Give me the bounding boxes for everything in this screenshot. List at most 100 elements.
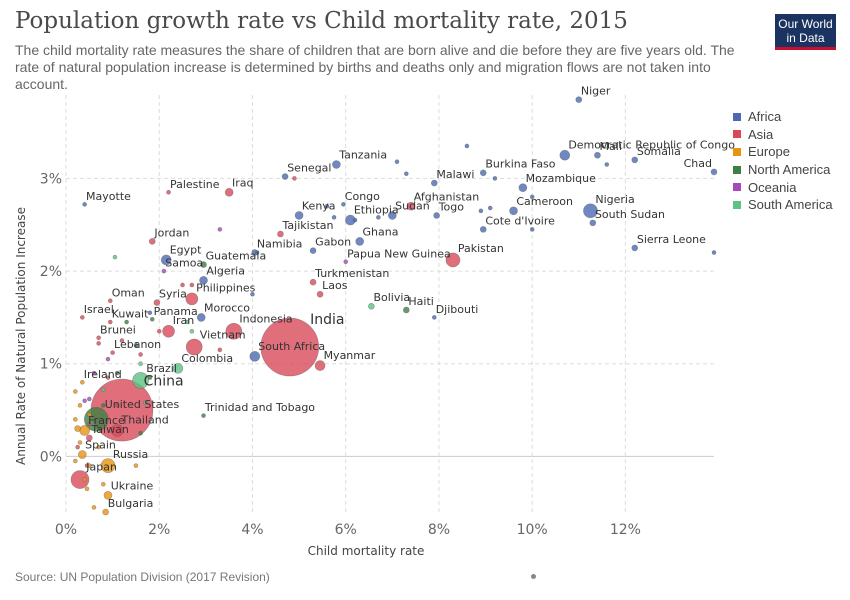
data-point[interactable] — [430, 179, 438, 187]
data-point[interactable] — [70, 470, 90, 489]
data-point[interactable] — [80, 379, 85, 385]
data-point[interactable] — [133, 342, 139, 348]
data-point[interactable] — [172, 363, 184, 374]
data-point[interactable] — [406, 201, 416, 211]
legend-item[interactable]: Europe — [733, 143, 833, 161]
data-point[interactable] — [200, 261, 207, 268]
data-point[interactable] — [103, 491, 113, 500]
data-point[interactable] — [132, 372, 149, 389]
data-point[interactable] — [100, 458, 116, 473]
data-point[interactable] — [75, 444, 80, 450]
data-point[interactable] — [87, 396, 92, 402]
data-point[interactable] — [394, 159, 400, 165]
data-point[interactable] — [189, 282, 195, 288]
data-point[interactable] — [112, 254, 118, 260]
data-point[interactable] — [100, 403, 106, 408]
data-point[interactable] — [388, 211, 397, 220]
data-point[interactable] — [309, 247, 317, 254]
data-point[interactable] — [224, 188, 234, 197]
data-point[interactable] — [368, 302, 375, 310]
data-point[interactable] — [74, 425, 81, 432]
data-point[interactable] — [559, 149, 571, 161]
data-point[interactable] — [249, 351, 261, 362]
data-point[interactable] — [80, 315, 85, 320]
data-point[interactable] — [124, 319, 129, 325]
data-point[interactable] — [100, 387, 106, 392]
legend-item[interactable]: South America — [733, 196, 833, 214]
data-point[interactable] — [292, 176, 297, 181]
timeline-dot[interactable] — [531, 574, 536, 579]
data-point[interactable] — [294, 211, 304, 220]
data-point[interactable] — [492, 176, 498, 181]
legend-item[interactable]: Africa — [733, 108, 833, 126]
data-point[interactable] — [138, 430, 143, 436]
data-point[interactable] — [196, 313, 206, 322]
data-point[interactable] — [631, 156, 639, 164]
data-point[interactable] — [589, 219, 597, 227]
data-point[interactable] — [631, 244, 639, 252]
data-point[interactable] — [711, 250, 717, 255]
data-point[interactable] — [147, 375, 153, 380]
data-point[interactable] — [184, 319, 190, 325]
data-point[interactable] — [217, 347, 223, 353]
data-point[interactable] — [133, 463, 139, 468]
data-point[interactable] — [445, 252, 461, 268]
data-point[interactable] — [487, 205, 493, 211]
data-point[interactable] — [114, 403, 120, 408]
data-point[interactable] — [78, 450, 87, 459]
data-point[interactable] — [161, 268, 167, 274]
data-point[interactable] — [324, 203, 330, 209]
data-point[interactable] — [96, 444, 101, 450]
data-point[interactable] — [110, 350, 115, 355]
data-point[interactable] — [594, 151, 601, 159]
data-point[interactable] — [309, 278, 317, 286]
data-point[interactable] — [404, 171, 409, 177]
data-point[interactable] — [162, 324, 175, 338]
data-point[interactable] — [201, 413, 206, 418]
data-point[interactable] — [185, 292, 199, 306]
data-point[interactable] — [82, 477, 87, 482]
data-point[interactable] — [250, 291, 255, 297]
data-point[interactable] — [331, 215, 337, 220]
data-point[interactable] — [100, 481, 106, 487]
data-point[interactable] — [604, 162, 610, 167]
data-point[interactable] — [281, 173, 289, 180]
legend-item[interactable]: Asia — [733, 126, 833, 144]
data-point[interactable] — [147, 310, 153, 316]
data-point[interactable] — [225, 322, 243, 340]
data-point[interactable] — [82, 398, 87, 404]
data-point[interactable] — [431, 315, 437, 320]
data-point[interactable] — [529, 194, 535, 200]
data-point[interactable] — [77, 440, 83, 445]
data-point[interactable] — [277, 230, 284, 238]
data-point[interactable] — [87, 412, 92, 418]
data-point[interactable] — [77, 403, 83, 408]
data-point[interactable] — [91, 370, 97, 376]
data-point[interactable] — [464, 143, 470, 149]
data-point[interactable] — [260, 317, 320, 377]
data-point[interactable] — [107, 298, 113, 304]
data-point[interactable] — [314, 360, 326, 371]
data-point[interactable] — [148, 238, 156, 245]
data-point[interactable] — [433, 212, 440, 219]
data-point[interactable] — [86, 434, 93, 442]
owid-logo[interactable]: Our World in Data — [775, 14, 836, 50]
data-point[interactable] — [91, 505, 97, 510]
legend-item[interactable]: Oceania — [733, 178, 833, 196]
data-point[interactable] — [73, 417, 78, 422]
data-point[interactable] — [110, 424, 124, 437]
data-point[interactable] — [87, 421, 92, 427]
data-point[interactable] — [142, 400, 148, 405]
data-point[interactable] — [84, 486, 90, 492]
data-point[interactable] — [102, 508, 109, 516]
data-point[interactable] — [518, 183, 528, 192]
data-point[interactable] — [478, 208, 484, 214]
data-point[interactable] — [73, 389, 78, 394]
data-point[interactable] — [87, 463, 92, 468]
data-point[interactable] — [529, 227, 535, 232]
data-point[interactable] — [96, 335, 101, 341]
data-point[interactable] — [352, 217, 358, 223]
data-point[interactable] — [479, 169, 487, 177]
data-point[interactable] — [119, 338, 125, 343]
data-point[interactable] — [217, 227, 223, 232]
